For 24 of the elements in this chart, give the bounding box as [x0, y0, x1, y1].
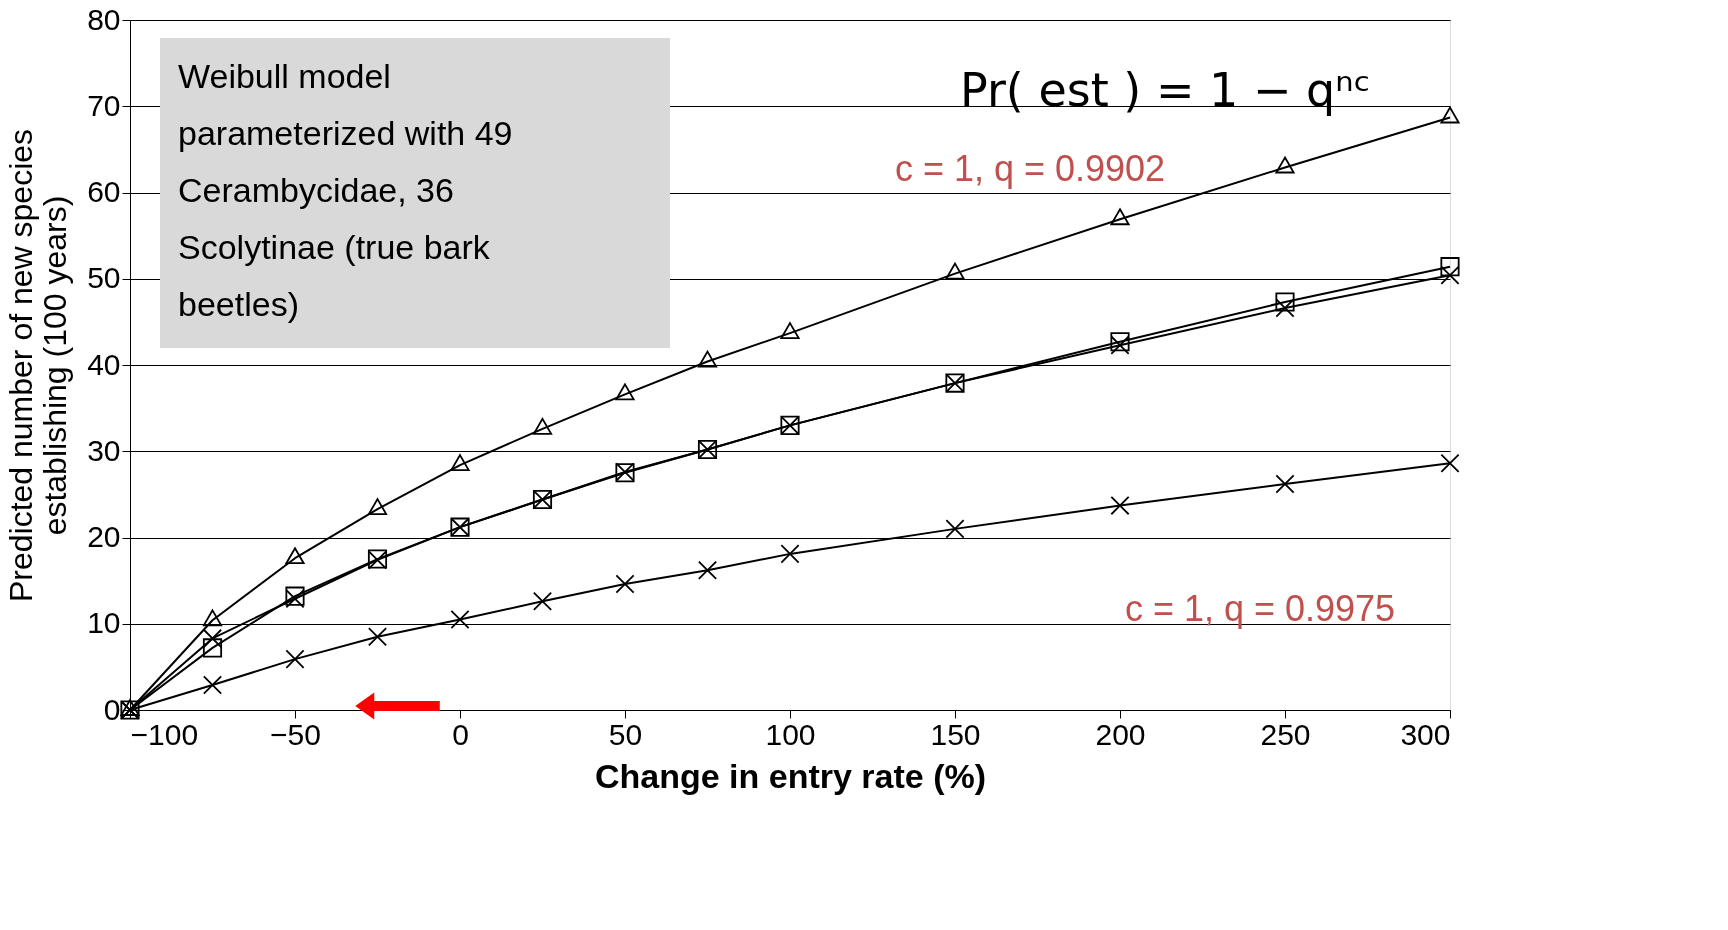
y-tick-label: 70 — [87, 88, 121, 122]
annotation: Weibull model parameterized with 49 Cerambycidae, 36 Scolytinae (true bark beetles) — [178, 57, 513, 323]
x-tick-label: 150 — [930, 717, 981, 751]
y-tick-label: 80 — [87, 2, 121, 36]
y-tick-label: 30 — [87, 433, 121, 467]
annotation: Pr( est ) = 1 − qⁿᶜ — [960, 63, 1371, 117]
annotation: c = 1, q = 0.9902 — [894, 148, 1166, 189]
y-tick-label: 0 — [103, 692, 121, 726]
x-tick-label: 100 — [765, 717, 816, 751]
y-tick-label: 60 — [87, 175, 121, 208]
annotation: c = 1, q = 0.9975 — [1124, 588, 1396, 629]
x-tick-label: 300 — [1400, 717, 1451, 751]
x-tick-label: 50 — [608, 717, 643, 751]
y-tick-label: 40 — [87, 347, 121, 381]
y-tick-label: 10 — [87, 606, 121, 640]
y-tick-label: 50 — [87, 261, 121, 295]
y-axis-title: Predicted number of new species establishing (100 years) — [3, 128, 74, 603]
x-tick-label: −50 — [270, 717, 321, 751]
x-tick-label: 250 — [1260, 717, 1311, 751]
x-tick-label: −100 — [130, 717, 199, 751]
y-tick-label: 20 — [87, 520, 121, 553]
x-tick-label: 200 — [1095, 717, 1146, 751]
x-axis-title: Change in entry rate (%) — [594, 756, 987, 795]
x-tick-label: 0 — [452, 717, 469, 751]
